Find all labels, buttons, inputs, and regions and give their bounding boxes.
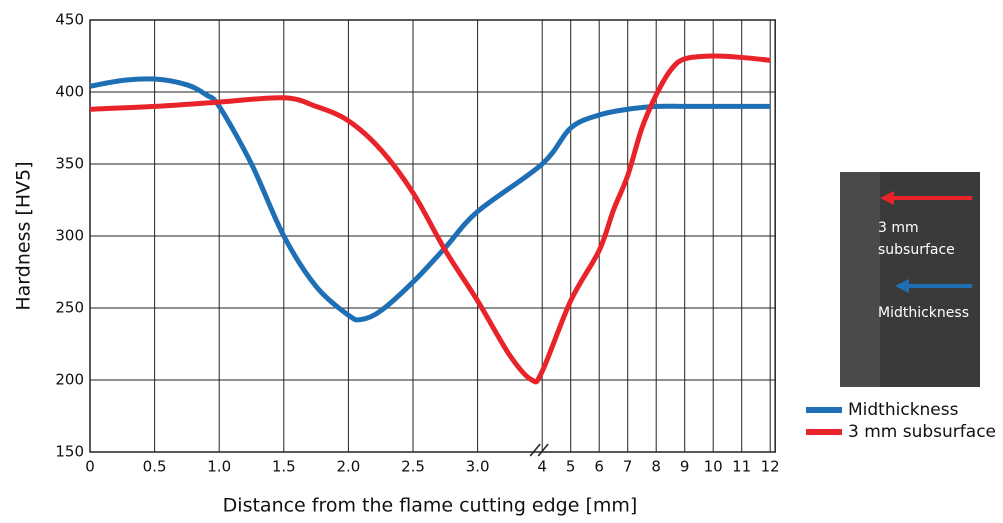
x-tick-label: 11: [732, 458, 751, 476]
x-axis-label: Distance from the flame cutting edge [mm…: [223, 495, 638, 517]
x-tick-label: 9: [680, 458, 690, 476]
y-tick-label: 150: [55, 443, 84, 461]
x-tick-label: 1.0: [207, 458, 231, 476]
x-tick-label: 2.0: [336, 458, 360, 476]
y-tick-label: 250: [55, 299, 84, 317]
x-tick-label: 10: [704, 458, 723, 476]
y-tick-label: 300: [55, 227, 84, 245]
x-tick-label: 2.5: [401, 458, 425, 476]
legend-label: 3 mm subsurface: [848, 422, 996, 442]
inset-image: 3 mm subsurface Midthickness: [840, 172, 980, 387]
x-tick-label: 7: [623, 458, 633, 476]
inset-label: 3 mm: [878, 220, 919, 236]
y-axis-label: Hardness [HV5]: [13, 161, 35, 310]
x-tick-label: 0: [85, 458, 95, 476]
axis-break: [529, 443, 549, 457]
inset-label: Midthickness: [878, 305, 969, 321]
x-tick-label: 5: [566, 458, 576, 476]
inset-arrowhead: [895, 279, 909, 293]
x-tick-label: 4: [537, 458, 547, 476]
y-tick-label: 450: [55, 11, 84, 29]
x-tick-label: 1.5: [272, 458, 296, 476]
y-tick-label: 350: [55, 155, 84, 173]
y-tick-label: 200: [55, 371, 84, 389]
line-series: [89, 53, 771, 385]
x-tick-label: 6: [594, 458, 604, 476]
x-tick-label: 0.5: [143, 458, 167, 476]
inset-arrowhead: [880, 191, 894, 205]
legend-label: Midthickness: [848, 400, 959, 420]
x-tick-label: 12: [761, 458, 780, 476]
line-series: [89, 76, 771, 323]
x-tick-label: 3.0: [466, 458, 490, 476]
y-tick-label: 400: [55, 83, 84, 101]
x-tick-label: 8: [651, 458, 661, 476]
inset-edge: [840, 172, 880, 387]
inset-label: subsurface: [878, 242, 955, 258]
